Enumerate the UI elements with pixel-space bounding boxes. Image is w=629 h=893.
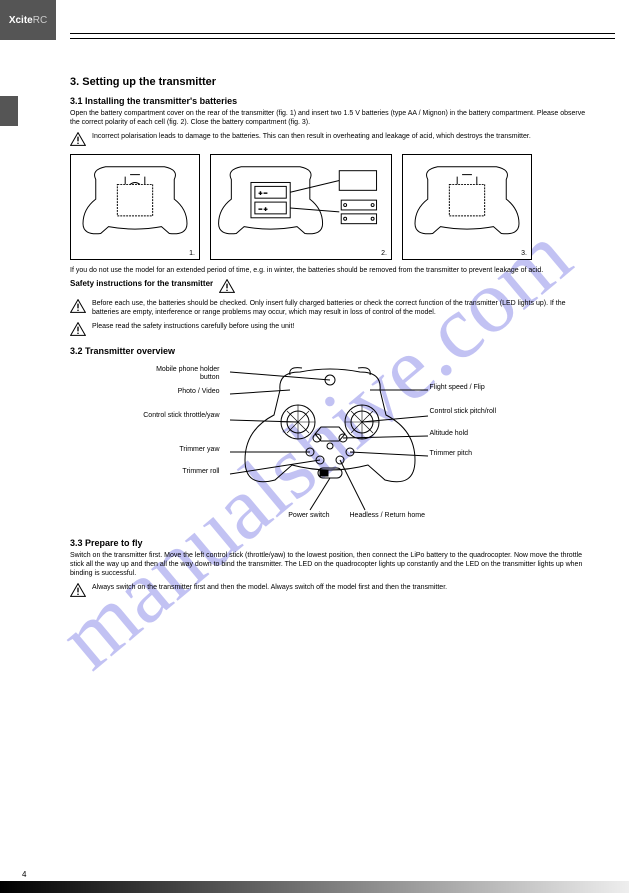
footer-strip [0,881,629,893]
paragraph-preflight: Switch on the transmitter first. Move th… [70,551,589,579]
label-throttle: Control stick throttle/yaw [140,412,220,420]
label-speed: Flight speed / Flip [430,384,510,392]
paragraph-storage: If you do not use the model for an exten… [70,266,589,275]
warning-icon [70,322,86,338]
warning-read: Please read the safety instructions care… [70,322,589,338]
figure-1-number: 1. [189,250,195,257]
figure-3: 3. [402,154,532,260]
brand-name: Xcite [9,15,33,26]
warning-battery-check: Before each use, the batteries should be… [70,299,589,317]
page-number: 4 [22,870,26,879]
warning-polarity-text: Incorrect polarisation leads to damage t… [92,132,531,141]
warning-order-text: Always switch on the transmitter first a… [92,583,447,592]
warning-icon [70,299,86,315]
side-tab [0,96,18,126]
label-altitude: Altitude hold [430,430,510,438]
figure-3-number: 3. [521,250,527,257]
warning-read-text: Please read the safety instructions care… [92,322,294,331]
warning-icon [70,132,86,148]
warning-polarity: Incorrect polarisation leads to damage t… [70,132,589,148]
figure-2: + − − + 2. [210,154,392,260]
warning-icon [219,279,235,295]
label-trim-pitch: Trimmer pitch [430,450,510,458]
header-rule-thin [70,33,615,34]
figure-1: 1. [70,154,200,260]
label-trim-yaw: Trimmer yaw [140,446,220,454]
figure-2-number: 2. [381,250,387,257]
brand-logo: XciteRC [0,0,56,40]
svg-text:− +: − + [259,207,268,213]
paragraph-install: Open the battery compartment cover on th… [70,109,589,128]
subsection-batteries: 3.1 Installing the transmitter's batteri… [70,96,589,106]
subsection-overview: 3.2 Transmitter overview [70,346,589,356]
safety-heading-row: Safety instructions for the transmitter [70,279,589,295]
svg-text:+ −: + − [259,191,268,197]
label-handle: Mobile phone holder button [140,366,220,382]
subsection-preflight: 3.3 Prepare to fly [70,538,589,548]
label-pitch: Control stick pitch/roll [430,408,510,416]
header-rule [70,38,615,39]
label-power: Power switch [250,512,330,520]
warning-order: Always switch on the transmitter first a… [70,583,589,599]
page-content: 3. Setting up the transmitter 3.1 Instal… [70,70,589,603]
label-photo: Photo / Video [140,388,220,396]
safety-heading: Safety instructions for the transmitter [70,279,213,288]
section-title: 3. Setting up the transmitter [70,76,589,88]
transmitter-diagram: Mobile phone holder button Photo / Video… [190,360,470,530]
warning-icon [70,583,86,599]
brand-suffix: RC [33,15,47,26]
warning-battery-text: Before each use, the batteries should be… [92,299,589,317]
label-headless: Headless / Return home [350,512,430,520]
label-trim-roll: Trimmer roll [140,468,220,476]
figure-row: 1. + − − + [70,154,589,260]
